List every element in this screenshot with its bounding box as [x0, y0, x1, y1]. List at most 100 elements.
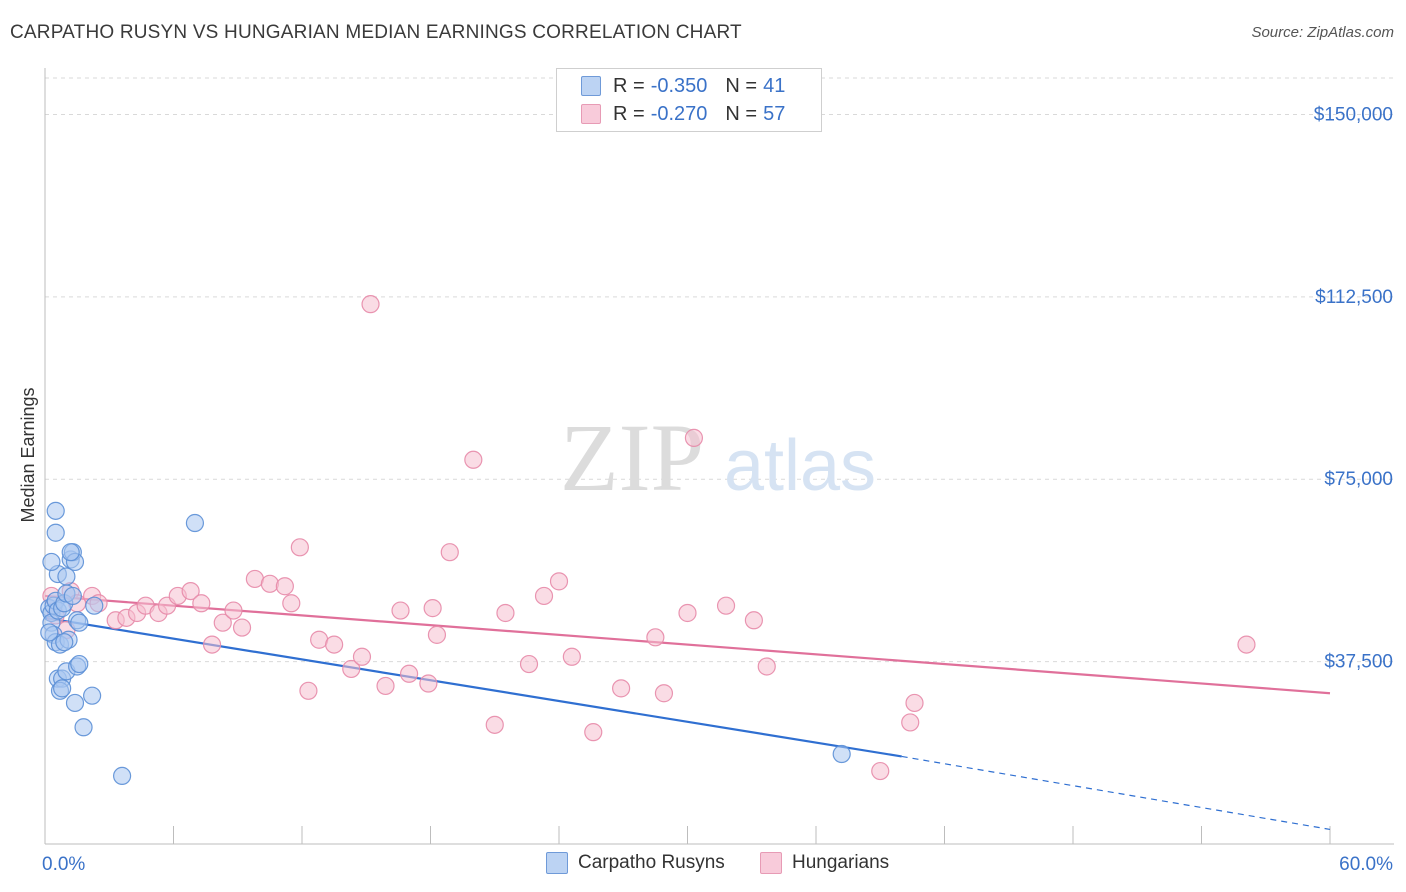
x-tick-label: 0.0% — [42, 854, 85, 875]
point-hungarians — [464, 450, 483, 469]
point-carpatho-rusyns — [85, 596, 104, 615]
point-hungarians — [310, 630, 329, 649]
point-carpatho-rusyns — [65, 693, 85, 713]
bottom-legend-carpatho-rusyns: Carpatho Rusyns — [546, 852, 725, 874]
bottom-legend-swatch-blue — [546, 852, 568, 874]
trend-line-carpatho-rusyns — [44, 616, 902, 758]
point-hungarians — [871, 761, 890, 781]
point-hungarians — [299, 681, 318, 700]
point-hungarians — [744, 611, 763, 630]
legend-swatch-pink — [581, 104, 601, 124]
point-hungarians — [282, 594, 301, 613]
point-carpatho-rusyns — [61, 543, 80, 562]
point-hungarians — [757, 657, 776, 676]
point-hungarians — [716, 596, 736, 615]
axes — [44, 68, 1394, 845]
point-hungarians — [584, 723, 603, 742]
legend-n-label: N = — [725, 102, 758, 125]
legend: R = -0.350 N = 41 R = -0.270 N = 57 — [556, 68, 822, 132]
tick-labels: $37,500 $75,000 $112,500 $150,000 0.0% 60.0% — [42, 104, 1393, 875]
point-carpatho-rusyns — [70, 654, 89, 674]
point-hungarians — [325, 635, 344, 654]
point-hungarians — [290, 538, 309, 557]
point-hungarians — [419, 674, 438, 693]
point-hungarians — [245, 569, 264, 589]
point-hungarians — [654, 684, 674, 703]
legend-n-value: 57 — [763, 102, 786, 125]
legend-r-label: R = — [613, 74, 645, 97]
watermark-atlas: atlas — [724, 426, 876, 506]
point-hungarians — [684, 428, 704, 447]
point-carpatho-rusyns — [74, 718, 93, 737]
point-hungarians — [901, 713, 920, 732]
point-hungarians — [440, 543, 459, 562]
point-hungarians — [399, 664, 419, 683]
point-carpatho-rusyns — [185, 513, 205, 533]
legend-swatch-blue — [581, 76, 601, 96]
watermark: ZIP atlas — [560, 404, 876, 511]
point-hungarians — [534, 586, 554, 606]
point-hungarians — [646, 628, 665, 647]
point-hungarians — [612, 679, 631, 698]
point-hungarians — [224, 601, 243, 620]
point-hungarians — [260, 574, 279, 593]
point-carpatho-rusyns — [63, 586, 82, 606]
y-tick-label: $37,500 — [1324, 652, 1393, 673]
point-hungarians — [485, 715, 504, 734]
trend-line-carpatho-rusyns-extension — [901, 755, 1331, 831]
point-hungarians — [376, 676, 395, 696]
point-hungarians — [391, 601, 410, 620]
chart-title: CARPATHO RUSYN VS HUNGARIAN MEDIAN EARNI… — [10, 22, 742, 43]
point-carpatho-rusyns — [70, 613, 89, 632]
point-hungarians — [496, 603, 515, 623]
point-hungarians — [181, 581, 200, 601]
point-hungarians — [519, 654, 539, 674]
bottom-legend-swatch-pink — [760, 852, 782, 874]
point-hungarians — [361, 295, 380, 314]
y-tick-label: $150,000 — [1314, 104, 1393, 125]
point-carpatho-rusyns — [42, 552, 61, 572]
trend-line-hungarians — [44, 594, 1331, 695]
trend-lines — [44, 594, 1331, 831]
point-hungarians — [549, 572, 569, 591]
point-hungarians — [352, 647, 372, 666]
x-tick-label: 60.0% — [1339, 854, 1393, 875]
bottom-legend-label: Carpatho Rusyns — [578, 852, 725, 873]
y-tick-label: $112,500 — [1315, 287, 1393, 308]
point-carpatho-rusyns — [46, 501, 65, 520]
legend-n-value: 41 — [763, 74, 786, 97]
point-hungarians — [342, 659, 361, 679]
legend-r-value: -0.350 — [650, 74, 708, 97]
bottom-legend-hungarians: Hungarians — [760, 852, 889, 874]
point-carpatho-rusyns — [83, 686, 102, 705]
y-axis-label: Median Earnings — [18, 387, 38, 522]
point-hungarians — [1237, 635, 1256, 654]
legend-item-hungarians: R = -0.270 N = 57 — [581, 101, 785, 127]
point-carpatho-rusyns — [40, 623, 59, 642]
point-carpatho-rusyns — [112, 766, 132, 786]
point-hungarians — [423, 599, 442, 618]
point-hungarians — [562, 647, 581, 666]
point-carpatho-rusyns — [46, 523, 65, 542]
point-hungarians — [275, 577, 294, 596]
data-points — [40, 295, 1256, 786]
point-hungarians — [678, 603, 697, 623]
watermark-zip: ZIP — [560, 404, 704, 511]
point-hungarians — [427, 625, 447, 644]
point-hungarians — [202, 635, 222, 654]
source-label: Source: ZipAtlas.com — [1251, 24, 1394, 41]
legend-item-carpatho-rusyns: R = -0.350 N = 41 — [581, 73, 785, 99]
point-hungarians — [232, 618, 252, 637]
point-carpatho-rusyns — [832, 744, 851, 764]
point-hungarians — [192, 594, 211, 613]
point-carpatho-rusyns — [53, 679, 72, 698]
point-hungarians — [905, 693, 924, 713]
legend-r-label: R = — [613, 102, 645, 125]
bottom-legend-label: Hungarians — [792, 852, 890, 873]
legend-n-label: N = — [725, 74, 758, 97]
point-carpatho-rusyns — [55, 633, 74, 652]
legend-r-value: -0.270 — [650, 102, 708, 125]
point-hungarians — [213, 613, 232, 632]
point-carpatho-rusyns — [57, 567, 76, 586]
